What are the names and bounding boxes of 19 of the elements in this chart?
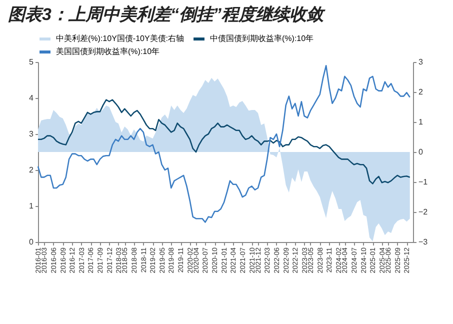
y2-tick-label: −3 <box>418 238 428 246</box>
y-tick-label: 1 <box>29 202 34 210</box>
y-tick-label: 3 <box>29 130 34 138</box>
y2-tick-label: 0 <box>418 148 424 156</box>
y2-tick-label: 1 <box>418 118 424 126</box>
legend-label: 中债国债到期收益率(%):10年 <box>210 34 314 43</box>
y2-tick-label: −1 <box>418 178 428 186</box>
y2-tick-label: 2 <box>418 88 424 96</box>
legend-label: 美国国债到期收益率(%):10年 <box>56 47 160 56</box>
y-tick-label: 5 <box>29 58 34 66</box>
y-tick-label: 4 <box>29 94 34 102</box>
line-series <box>37 99 410 184</box>
legend-label: 中美利差(%):10Y国债-10Y美债:右轴 <box>56 34 184 43</box>
y-tick-label: 2 <box>29 166 34 174</box>
chart-title: 图表3：上周中美利差“倒挂”程度继续收敛 <box>8 4 326 24</box>
y2-tick-label: −2 <box>418 208 428 216</box>
y-tick-label: 0 <box>29 238 34 246</box>
line-series <box>37 64 410 223</box>
y2-tick-label: 3 <box>418 58 424 66</box>
